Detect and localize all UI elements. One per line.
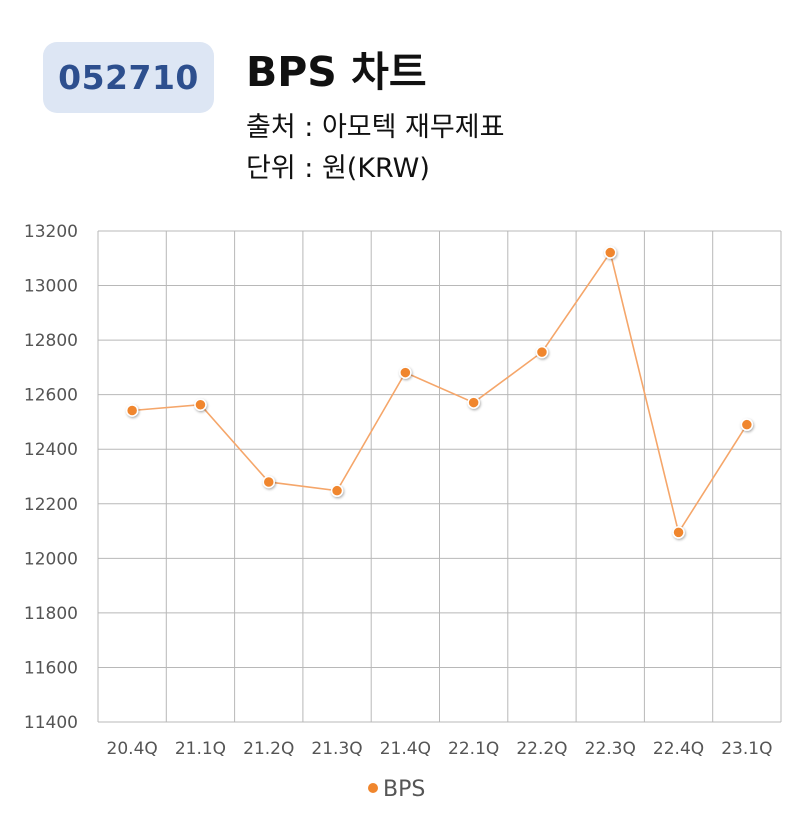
bps-point bbox=[330, 484, 344, 497]
x-tick-label: 23.1Q bbox=[721, 739, 772, 759]
y-tick-label: 13000 bbox=[24, 277, 78, 297]
x-axis-ticks: 20.4Q 21.1Q 21.2Q 21.3Q 21.4Q 22.1Q 22.2Q 22.3Q… bbox=[107, 739, 773, 759]
bps-point bbox=[604, 246, 617, 259]
bps-point bbox=[399, 366, 412, 379]
bps-point bbox=[672, 526, 685, 539]
legend-label-bps: BPS bbox=[383, 777, 425, 802]
x-tick-label: 22.3Q bbox=[585, 739, 636, 759]
y-tick-label: 12400 bbox=[24, 440, 78, 460]
y-tick-label: 12800 bbox=[24, 331, 78, 351]
source-text: 출처 : 아모텍 재무제표 bbox=[246, 112, 505, 143]
x-tick-label: 21.4Q bbox=[380, 739, 431, 759]
chart-title: BPS 차트 bbox=[246, 48, 427, 96]
stock-code-badge: 052710 bbox=[43, 42, 214, 113]
x-tick-label: 22.1Q bbox=[448, 739, 499, 759]
bps-point bbox=[535, 345, 549, 359]
chart-gridlines bbox=[97, 230, 782, 723]
x-tick-label: 21.1Q bbox=[175, 739, 226, 759]
bps-point bbox=[740, 418, 754, 431]
bps-line bbox=[132, 250, 748, 535]
y-tick-label: 11600 bbox=[24, 658, 78, 678]
y-tick-label: 12200 bbox=[24, 495, 78, 515]
bps-point bbox=[194, 398, 207, 412]
x-tick-label: 20.4Q bbox=[107, 739, 158, 759]
y-tick-label: 11800 bbox=[24, 604, 78, 624]
y-tick-label: 12000 bbox=[24, 549, 78, 569]
legend-marker-bps bbox=[368, 783, 378, 793]
x-tick-label: 22.4Q bbox=[653, 739, 704, 759]
y-axis-ticks: 11400 11600 11800 12000 12200 12400 12600 12800… bbox=[24, 222, 78, 733]
x-tick-label: 21.3Q bbox=[311, 739, 362, 759]
bps-point bbox=[467, 396, 480, 409]
x-tick-label: 22.2Q bbox=[516, 739, 567, 759]
x-tick-label: 21.2Q bbox=[243, 739, 294, 759]
y-tick-label: 13200 bbox=[24, 222, 78, 242]
y-tick-label: 12600 bbox=[24, 386, 78, 406]
chart-legend: BPS bbox=[368, 777, 425, 802]
bps-point bbox=[262, 475, 275, 489]
unit-text: 단위 : 원(KRW) bbox=[246, 153, 430, 184]
y-tick-label: 11400 bbox=[24, 713, 78, 733]
bps-point bbox=[125, 404, 139, 417]
bps-series bbox=[125, 246, 754, 539]
